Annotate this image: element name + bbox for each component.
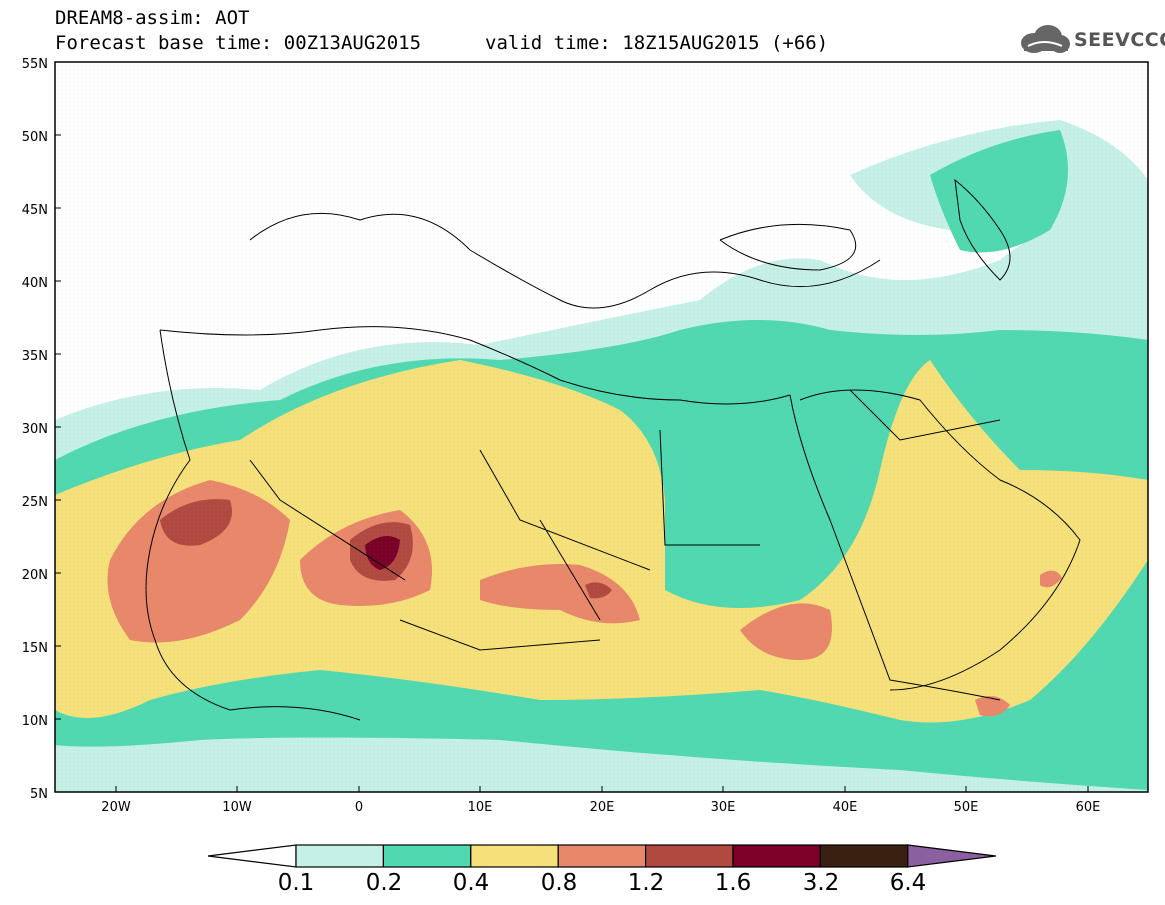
lon-label: 0 <box>355 800 363 815</box>
lon-label: 50E <box>954 800 979 815</box>
legend-swatch <box>470 844 559 868</box>
lat-label: 40N <box>22 276 48 291</box>
lat-label: 10N <box>22 714 48 729</box>
lat-label: 15N <box>22 641 48 656</box>
legend-label: 3.2 <box>802 870 840 896</box>
lon-label: 10E <box>468 800 493 815</box>
lon-label: 40E <box>833 800 858 815</box>
lon-label: 60E <box>1076 800 1101 815</box>
lon-label: 20E <box>590 800 615 815</box>
cloud-icon <box>1021 25 1070 53</box>
legend-swatch <box>644 844 734 868</box>
chart-title: DREAM8-assim: AOT <box>55 7 250 29</box>
legend-label: 1.2 <box>627 870 665 896</box>
lat-label: 45N <box>22 203 48 218</box>
legend-label: 0.2 <box>365 870 403 896</box>
base-time-label: Forecast base time: 00Z13AUG2015 <box>55 32 422 54</box>
legend-swatch <box>819 844 909 868</box>
lat-label: 35N <box>22 349 48 364</box>
legend-swatch <box>557 844 647 868</box>
legend-label: 1.6 <box>714 870 752 896</box>
legend-swatch <box>382 844 472 868</box>
lat-label: 25N <box>22 495 48 510</box>
lat-label: 20N <box>22 568 48 583</box>
lon-label: 20W <box>101 800 131 815</box>
legend-swatch <box>732 844 822 868</box>
lat-label: 55N <box>22 57 48 72</box>
axis-ticks <box>55 134 1089 792</box>
seevccc-logo: SEEVCCC <box>1018 23 1165 57</box>
lon-label: 30E <box>711 800 736 815</box>
legend-label: 6.4 <box>889 870 927 896</box>
legend-arrow-high <box>907 844 996 868</box>
valid-time-label: valid time: 18Z15AUG2015 (+66) <box>485 32 829 54</box>
legend-label: 0.1 <box>277 870 315 896</box>
legend-label: 0.8 <box>540 870 578 896</box>
legend-label: 0.4 <box>452 870 490 896</box>
logo-text: SEEVCCC <box>1074 29 1165 51</box>
lat-label: 30N <box>22 422 48 437</box>
legend-arrow-low <box>207 844 297 868</box>
lat-label: 50N <box>22 130 48 145</box>
legend-swatch <box>295 844 385 868</box>
lon-label: 10W <box>222 800 252 815</box>
lat-label: 5N <box>30 787 48 802</box>
